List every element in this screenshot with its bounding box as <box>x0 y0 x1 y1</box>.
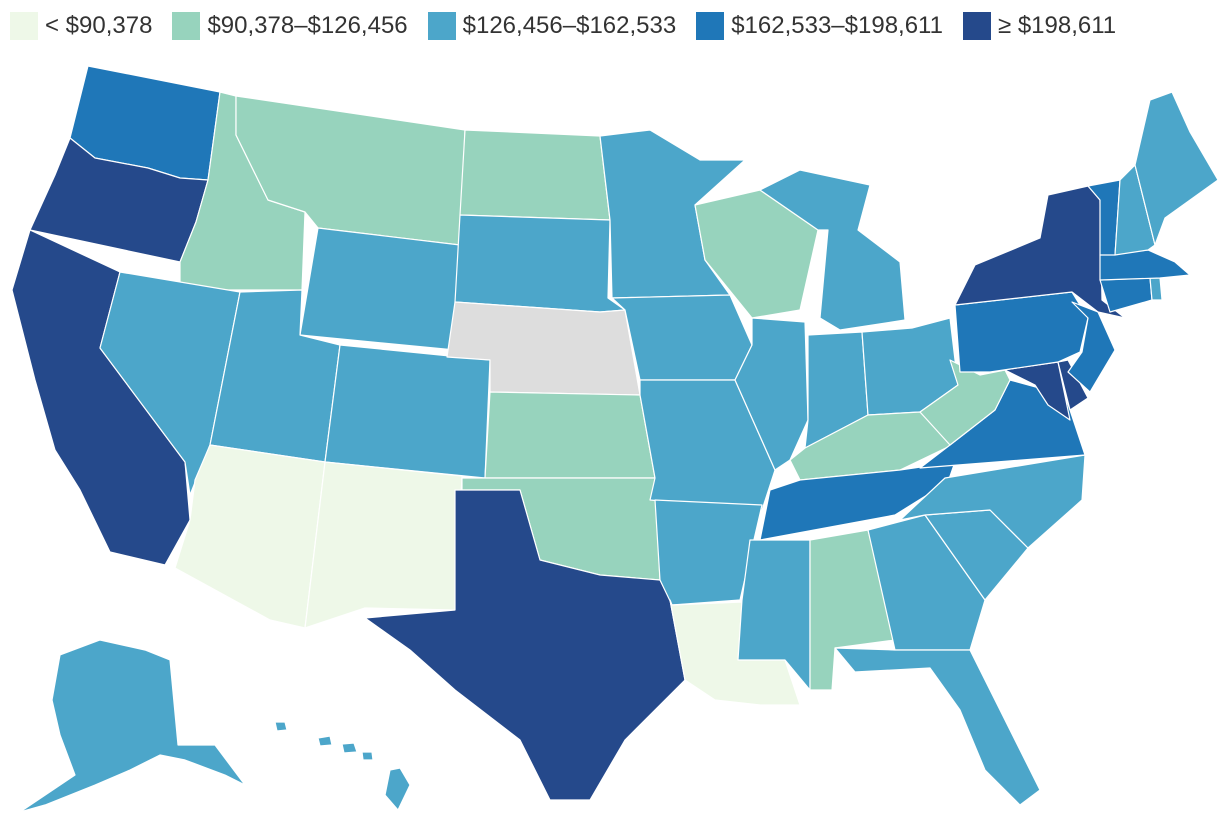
state-ND[interactable] <box>459 129 611 221</box>
state-AK[interactable] <box>19 639 246 813</box>
legend-swatch <box>427 12 456 40</box>
state-CO[interactable] <box>324 344 491 479</box>
state-NY[interactable] <box>954 185 1126 319</box>
legend-label: $162,533–$198,611 <box>731 12 943 39</box>
legend-label: < $90,378 <box>45 12 153 39</box>
state-DE[interactable] <box>1057 359 1089 411</box>
legend-item-bin-5: ≥ $198,611 <box>962 12 1117 40</box>
legend-item-bin-1: < $90,378 <box>10 12 152 40</box>
state-RI[interactable] <box>1149 277 1163 301</box>
state-VT[interactable] <box>1087 179 1121 256</box>
state-SD[interactable] <box>454 214 626 313</box>
legend-item-bin-4: $162,533–$198,611 <box>696 12 943 40</box>
legend-item-bin-2: $90,378–$126,456 <box>172 12 408 40</box>
legend-label: $90,378–$126,456 <box>207 12 408 39</box>
state-PA[interactable] <box>954 291 1089 373</box>
state-NH[interactable] <box>1114 164 1156 256</box>
state-AR[interactable] <box>654 499 763 606</box>
state-KS[interactable] <box>484 391 656 479</box>
legend-swatch <box>172 12 201 40</box>
state-NC[interactable] <box>899 454 1086 549</box>
state-ME[interactable] <box>1134 91 1219 246</box>
legend-swatch <box>10 12 38 40</box>
state-TN[interactable] <box>759 461 956 541</box>
legend-swatch <box>696 12 725 40</box>
state-NJ[interactable] <box>1067 301 1116 393</box>
state-CT[interactable] <box>1099 277 1153 313</box>
state-IL[interactable] <box>734 317 809 471</box>
legend-swatch <box>962 12 991 40</box>
state-HI-islands[interactable] <box>274 721 374 761</box>
legend-label: $126,456–$162,533 <box>462 12 677 39</box>
state-FL[interactable] <box>834 647 1041 806</box>
state-MI[interactable] <box>759 169 906 331</box>
state-HI[interactable] <box>384 767 411 811</box>
legend: < $90,378 $90,378–$126,456 $126,456–$162… <box>10 10 1136 42</box>
state-WY[interactable] <box>299 227 461 351</box>
state-TX[interactable] <box>364 489 686 801</box>
legend-item-bin-3: $126,456–$162,533 <box>427 12 677 40</box>
legend-label: ≥ $198,611 <box>997 12 1117 39</box>
state-NM[interactable] <box>304 461 463 629</box>
